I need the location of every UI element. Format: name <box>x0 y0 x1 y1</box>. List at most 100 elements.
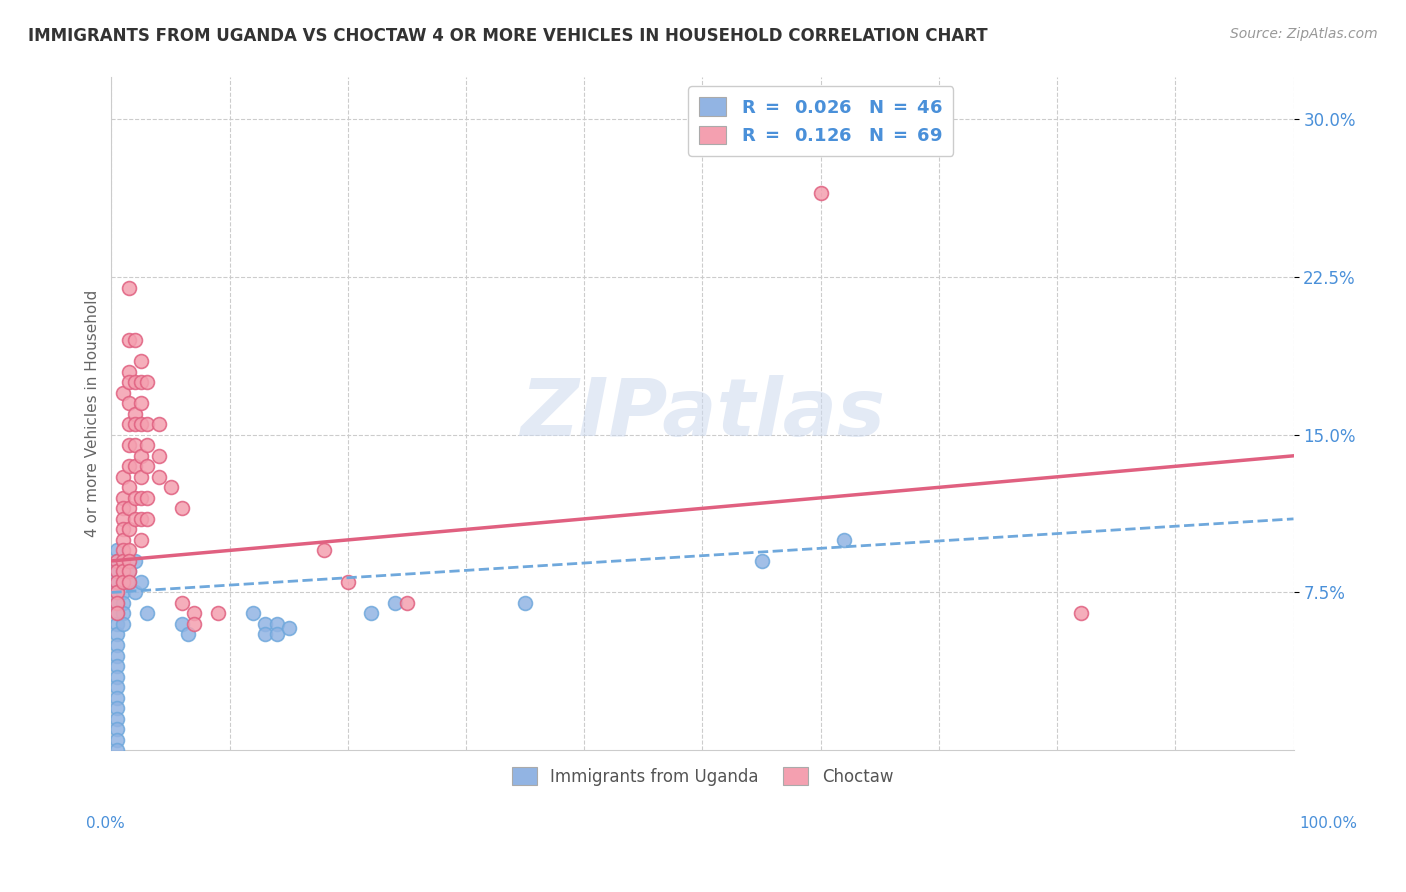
Point <box>159 480 181 494</box>
Point <box>112 585 135 599</box>
Point <box>135 607 157 621</box>
Point <box>118 574 141 589</box>
Point <box>124 438 146 452</box>
Point <box>148 449 170 463</box>
Point <box>118 459 141 474</box>
Point <box>112 543 135 558</box>
Point <box>118 417 141 432</box>
Point <box>105 554 128 568</box>
Point <box>112 565 135 579</box>
Point <box>105 617 128 632</box>
Point <box>124 376 146 390</box>
Point <box>254 617 277 632</box>
Y-axis label: 4 or more Vehicles in Household: 4 or more Vehicles in Household <box>86 290 100 537</box>
Text: 0.0%: 0.0% <box>86 816 125 831</box>
Point <box>118 280 141 294</box>
Point <box>112 607 135 621</box>
Point <box>112 522 135 536</box>
Point <box>112 491 135 505</box>
Point <box>129 491 152 505</box>
Point <box>105 743 128 757</box>
Point <box>118 565 141 579</box>
Point <box>242 607 264 621</box>
Point <box>384 596 406 610</box>
Point <box>135 459 157 474</box>
Point <box>183 607 205 621</box>
Point <box>118 333 141 347</box>
Point <box>118 480 141 494</box>
Point <box>105 627 128 641</box>
Point <box>129 512 152 526</box>
Point <box>172 501 194 516</box>
Point <box>834 533 856 547</box>
Point <box>105 638 128 652</box>
Point <box>105 659 128 673</box>
Point <box>129 417 152 432</box>
Point <box>177 627 200 641</box>
Point <box>118 565 141 579</box>
Point <box>172 596 194 610</box>
Point <box>810 186 832 200</box>
Point <box>112 574 135 589</box>
Point <box>124 491 146 505</box>
Point <box>112 533 135 547</box>
Point <box>105 690 128 705</box>
Point <box>118 501 141 516</box>
Point <box>135 491 157 505</box>
Point <box>129 470 152 484</box>
Point <box>118 365 141 379</box>
Point <box>135 376 157 390</box>
Point <box>172 617 194 632</box>
Point <box>105 607 128 621</box>
Point <box>515 596 537 610</box>
Point <box>105 574 128 589</box>
Point <box>105 596 128 610</box>
Point <box>112 596 135 610</box>
Point <box>129 396 152 410</box>
Point <box>124 554 146 568</box>
Point <box>105 648 128 663</box>
Point <box>183 617 205 632</box>
Point <box>135 417 157 432</box>
Point <box>129 376 152 390</box>
Point <box>1070 607 1092 621</box>
Point <box>129 449 152 463</box>
Point <box>118 522 141 536</box>
Point <box>148 470 170 484</box>
Point <box>112 617 135 632</box>
Point <box>112 385 135 400</box>
Point <box>395 596 418 610</box>
Point <box>254 627 277 641</box>
Point <box>105 596 128 610</box>
Point <box>129 574 152 589</box>
Point <box>112 565 135 579</box>
Point <box>105 585 128 599</box>
Point <box>266 617 288 632</box>
Point <box>105 701 128 715</box>
Point <box>105 585 128 599</box>
Point <box>105 732 128 747</box>
Point <box>112 512 135 526</box>
Point <box>266 627 288 641</box>
Point <box>118 396 141 410</box>
Point <box>118 554 141 568</box>
Point <box>751 554 773 568</box>
Point <box>105 712 128 726</box>
Point <box>105 722 128 736</box>
Point <box>105 565 128 579</box>
Point <box>135 512 157 526</box>
Point <box>112 501 135 516</box>
Text: IMMIGRANTS FROM UGANDA VS CHOCTAW 4 OR MORE VEHICLES IN HOUSEHOLD CORRELATION CH: IMMIGRANTS FROM UGANDA VS CHOCTAW 4 OR M… <box>28 27 988 45</box>
Point <box>105 669 128 683</box>
Point <box>135 438 157 452</box>
Point <box>105 565 128 579</box>
Point <box>118 543 141 558</box>
Point <box>148 417 170 432</box>
Point <box>207 607 229 621</box>
Point <box>314 543 336 558</box>
Point <box>105 680 128 694</box>
Point <box>112 470 135 484</box>
Point <box>118 438 141 452</box>
Point <box>112 574 135 589</box>
Point <box>124 407 146 421</box>
